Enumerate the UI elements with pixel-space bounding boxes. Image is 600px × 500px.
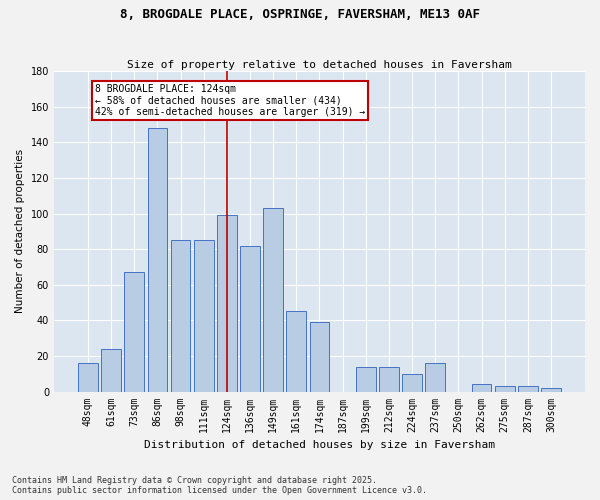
X-axis label: Distribution of detached houses by size in Faversham: Distribution of detached houses by size … bbox=[144, 440, 495, 450]
Bar bbox=[425, 363, 445, 392]
Bar bbox=[217, 216, 236, 392]
Bar bbox=[495, 386, 515, 392]
Y-axis label: Number of detached properties: Number of detached properties bbox=[15, 150, 25, 314]
Bar bbox=[518, 386, 538, 392]
Bar bbox=[148, 128, 167, 392]
Bar bbox=[310, 322, 329, 392]
Bar bbox=[402, 374, 422, 392]
Bar bbox=[101, 349, 121, 392]
Bar bbox=[472, 384, 491, 392]
Bar bbox=[541, 388, 561, 392]
Title: Size of property relative to detached houses in Faversham: Size of property relative to detached ho… bbox=[127, 60, 512, 70]
Bar bbox=[170, 240, 190, 392]
Bar bbox=[286, 312, 306, 392]
Bar bbox=[194, 240, 214, 392]
Bar bbox=[379, 366, 399, 392]
Text: Contains HM Land Registry data © Crown copyright and database right 2025.
Contai: Contains HM Land Registry data © Crown c… bbox=[12, 476, 427, 495]
Bar bbox=[263, 208, 283, 392]
Bar bbox=[240, 246, 260, 392]
Bar bbox=[124, 272, 144, 392]
Bar bbox=[356, 366, 376, 392]
Text: 8 BROGDALE PLACE: 124sqm
← 58% of detached houses are smaller (434)
42% of semi-: 8 BROGDALE PLACE: 124sqm ← 58% of detach… bbox=[95, 84, 365, 117]
Bar bbox=[78, 363, 98, 392]
Text: 8, BROGDALE PLACE, OSPRINGE, FAVERSHAM, ME13 0AF: 8, BROGDALE PLACE, OSPRINGE, FAVERSHAM, … bbox=[120, 8, 480, 20]
